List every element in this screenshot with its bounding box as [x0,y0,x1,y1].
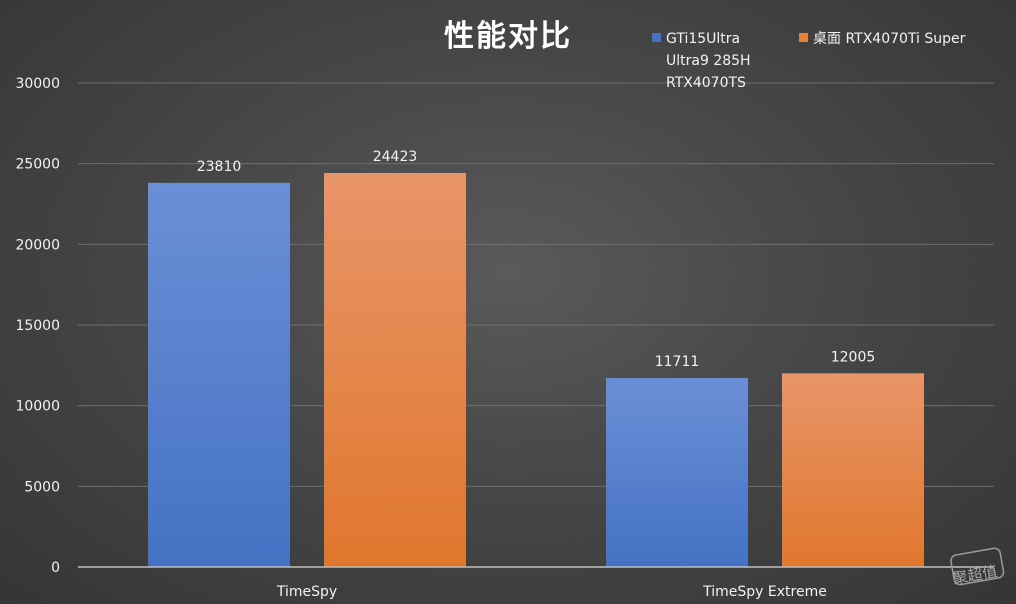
y-tick-label-10000: 10000 [15,399,60,415]
legend-label-1: 桌面 RTX4070Ti Super [813,31,966,47]
legend-label-0: GTi15Ultra Ultra9 285H RTX4070TS [666,31,751,91]
legend-swatch-0 [652,33,661,42]
y-tick-label-20000: 20000 [15,237,60,253]
y-axis: 0 5000 10000 15000 20000 25000 30000 [15,76,60,576]
data-label-1-0: 11711 [655,354,700,370]
x-tick-label-1: TimeSpy Extreme [702,584,827,600]
legend: GTi15Ultra Ultra9 285H RTX4070TS 桌面 RTX4070… [652,31,966,91]
legend-swatch-1 [799,33,808,42]
bar-0-0 [148,182,290,567]
bar-1-0 [606,378,748,567]
bar-0-1 [324,172,466,568]
bars [148,172,924,568]
y-tick-label-5000: 5000 [24,479,60,495]
x-tick-label-0: TimeSpy [276,584,337,600]
y-tick-label-0: 0 [51,560,60,576]
y-tick-label-30000: 30000 [15,76,60,92]
data-label-1-1: 12005 [831,349,876,365]
data-label-0-0: 23810 [197,159,242,175]
bar-1-1 [782,373,924,567]
y-tick-label-15000: 15000 [15,318,60,334]
y-tick-label-25000: 25000 [15,157,60,173]
watermark-logo-icon [950,547,1005,586]
x-axis: TimeSpy TimeSpy Extreme [78,566,994,600]
watermark-text: 聚超值 [951,562,998,588]
data-labels: 23810 24423 11711 12005 [197,149,876,370]
chart-title: 性能对比 [444,19,572,54]
data-label-0-1: 24423 [373,149,418,165]
